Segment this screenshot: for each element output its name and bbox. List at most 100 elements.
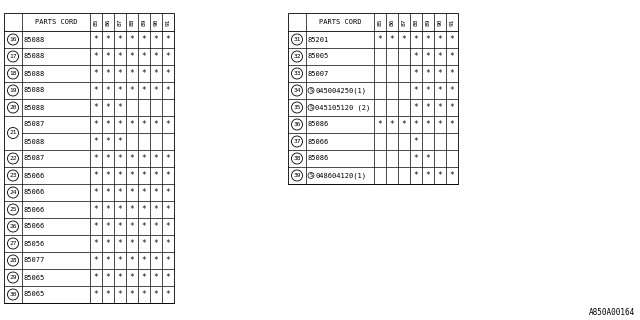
Text: *: * [130, 205, 134, 214]
Text: *: * [130, 154, 134, 163]
Text: *: * [154, 273, 158, 282]
Text: *: * [118, 171, 122, 180]
Text: 85088: 85088 [24, 36, 45, 43]
Text: *: * [106, 290, 110, 299]
Text: *: * [106, 86, 110, 95]
Text: *: * [154, 120, 158, 129]
Text: *: * [141, 239, 147, 248]
Text: 85: 85 [93, 18, 99, 26]
Text: *: * [438, 35, 442, 44]
Text: *: * [118, 273, 122, 282]
Text: *: * [130, 69, 134, 78]
Text: *: * [93, 256, 99, 265]
Text: *: * [413, 35, 419, 44]
Text: *: * [154, 171, 158, 180]
Text: *: * [166, 205, 170, 214]
Text: *: * [141, 69, 147, 78]
Text: *: * [154, 205, 158, 214]
Text: 90: 90 [438, 18, 442, 26]
Text: *: * [106, 154, 110, 163]
Text: PARTS CORD: PARTS CORD [319, 19, 361, 25]
Text: *: * [426, 69, 430, 78]
Text: *: * [402, 120, 406, 129]
Text: 21: 21 [9, 131, 17, 135]
Text: *: * [141, 205, 147, 214]
Text: PARTS CORD: PARTS CORD [35, 19, 77, 25]
Text: *: * [141, 188, 147, 197]
Text: *: * [118, 86, 122, 95]
Text: *: * [141, 273, 147, 282]
Text: *: * [141, 35, 147, 44]
Text: *: * [93, 69, 99, 78]
Text: *: * [413, 154, 419, 163]
Text: 86: 86 [390, 18, 394, 26]
Text: *: * [166, 239, 170, 248]
Text: *: * [166, 171, 170, 180]
Text: *: * [438, 171, 442, 180]
Text: *: * [106, 239, 110, 248]
Text: *: * [93, 103, 99, 112]
Text: *: * [93, 222, 99, 231]
Text: *: * [118, 256, 122, 265]
Text: *: * [118, 103, 122, 112]
Text: *: * [426, 171, 430, 180]
Text: 39: 39 [293, 173, 301, 178]
Text: 91: 91 [166, 18, 170, 26]
Text: 045105120 (2): 045105120 (2) [315, 104, 371, 111]
Text: 85066: 85066 [24, 189, 45, 196]
Text: *: * [154, 86, 158, 95]
Text: 32: 32 [293, 54, 301, 59]
Text: 85088: 85088 [24, 139, 45, 145]
Text: *: * [413, 52, 419, 61]
Text: 27: 27 [9, 241, 17, 246]
Text: 35: 35 [293, 105, 301, 110]
Text: 85086: 85086 [308, 122, 329, 127]
Text: 89: 89 [141, 18, 147, 26]
Text: *: * [141, 290, 147, 299]
Text: 24: 24 [9, 190, 17, 195]
Text: *: * [106, 120, 110, 129]
Text: 87: 87 [118, 18, 122, 26]
Text: *: * [154, 239, 158, 248]
Text: *: * [390, 35, 394, 44]
Text: *: * [130, 222, 134, 231]
Text: *: * [106, 205, 110, 214]
Text: *: * [130, 239, 134, 248]
Text: *: * [130, 35, 134, 44]
Text: *: * [166, 35, 170, 44]
Bar [4, 13, 174, 303]
Text: *: * [450, 171, 454, 180]
Text: *: * [438, 69, 442, 78]
Text: *: * [438, 103, 442, 112]
Text: 85065: 85065 [24, 292, 45, 298]
Text: *: * [166, 52, 170, 61]
Text: *: * [154, 222, 158, 231]
Text: *: * [154, 290, 158, 299]
Text: *: * [166, 273, 170, 282]
Text: 22: 22 [9, 156, 17, 161]
Text: *: * [141, 86, 147, 95]
Text: *: * [413, 120, 419, 129]
Text: *: * [106, 35, 110, 44]
Text: *: * [166, 188, 170, 197]
Text: *: * [413, 86, 419, 95]
Text: 85066: 85066 [24, 206, 45, 212]
Text: *: * [118, 120, 122, 129]
Text: *: * [450, 103, 454, 112]
Text: *: * [106, 171, 110, 180]
Text: *: * [166, 154, 170, 163]
Text: *: * [93, 137, 99, 146]
Text: S: S [309, 105, 312, 110]
Text: 88: 88 [413, 18, 419, 26]
Text: 85: 85 [378, 18, 383, 26]
Text: *: * [450, 86, 454, 95]
Bar [288, 13, 458, 184]
Text: *: * [166, 86, 170, 95]
Text: S: S [309, 173, 312, 178]
Text: *: * [141, 171, 147, 180]
Text: *: * [130, 188, 134, 197]
Text: 38: 38 [293, 156, 301, 161]
Text: *: * [130, 86, 134, 95]
Text: *: * [93, 290, 99, 299]
Text: 26: 26 [9, 224, 17, 229]
